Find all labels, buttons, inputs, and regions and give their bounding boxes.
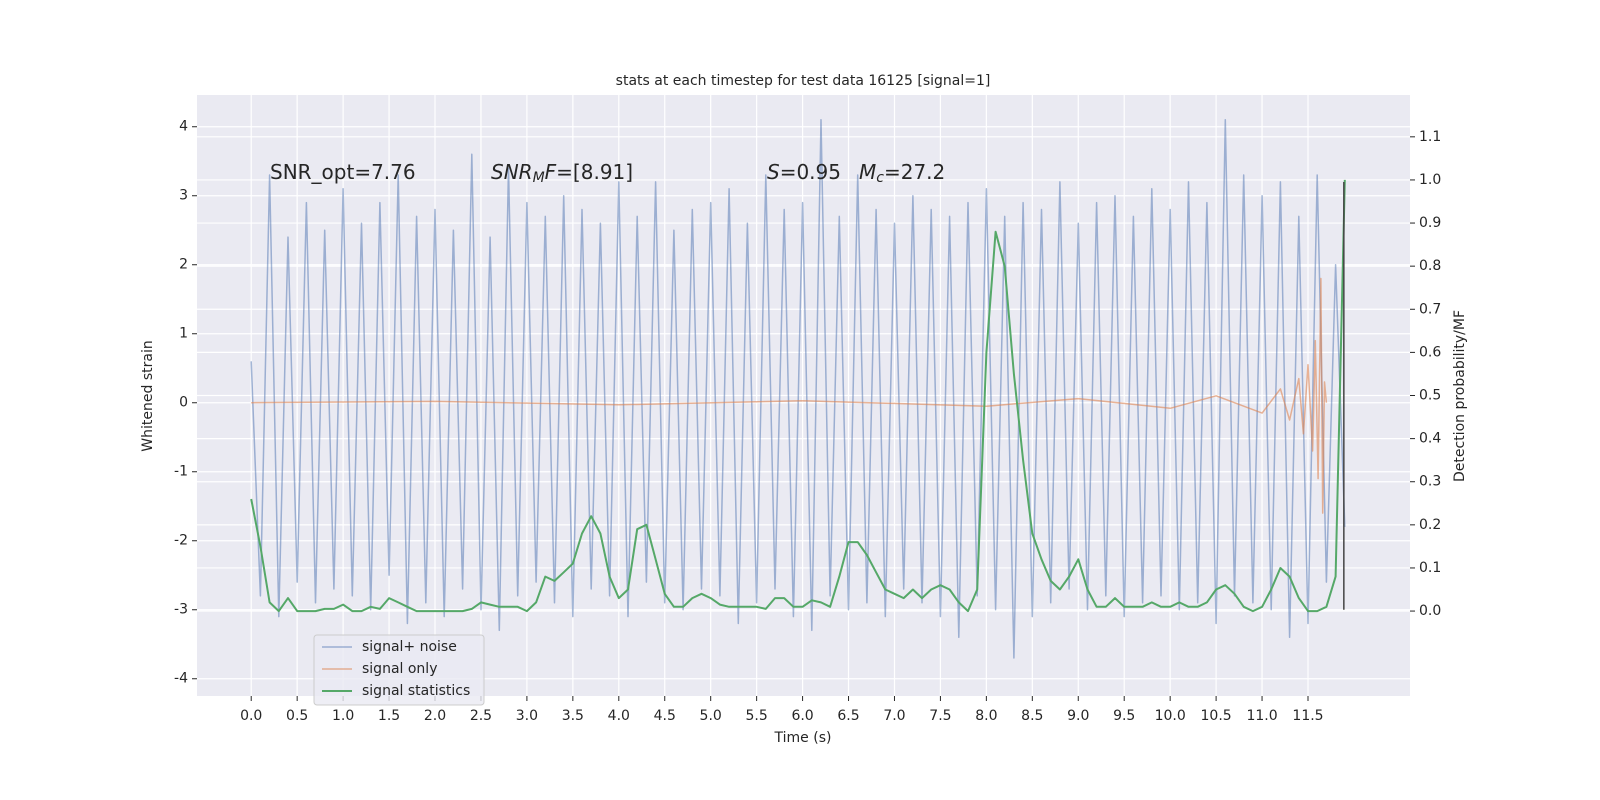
annotation-part: S [767,160,780,184]
x-tick-label: 9.0 [1067,708,1089,724]
x-tick-label: 6.5 [837,708,859,724]
annotation: SNRMF=[8.91] [491,160,633,187]
x-tick-label: 0.0 [240,708,262,724]
y2-tick-label: 0.8 [1419,258,1441,274]
legend-label: signal+ noise [362,639,457,655]
legend-label: signal only [362,661,437,677]
x-tick-label: 8.0 [975,708,997,724]
y2-tick-label: 1.1 [1419,129,1441,145]
x-tick-label: 6.0 [791,708,813,724]
chart-title: stats at each timestep for test data 161… [616,73,991,89]
y-tick-label: 3 [179,188,188,204]
annotation-part: SNR [491,160,533,184]
y-tick-label: 2 [179,257,188,273]
x-tick-label: 8.5 [1021,708,1043,724]
legend-box [313,634,485,706]
y2-axis-label: Detection probability/MF [1452,310,1468,482]
y2-tick-label: 0.3 [1419,474,1441,490]
x-tick-label: 3.0 [516,708,538,724]
x-axis-label: Time (s) [774,730,832,746]
y2-tick-label: 0.7 [1419,301,1441,317]
annotation: S=0.95 [767,160,841,184]
y2-tick-label: 0.9 [1419,215,1441,231]
annotation-part: c [876,170,884,186]
x-tick-label: 10.0 [1155,708,1186,724]
x-tick-label: 11.0 [1246,708,1277,724]
legend-label: signal statistics [362,683,470,699]
x-tick-label: 4.0 [608,708,630,724]
x-tick-label: 7.0 [883,708,905,724]
x-tick-label: 5.5 [746,708,768,724]
y2-tick-label: 0.4 [1419,431,1441,447]
y2-tick-label: 0.1 [1419,560,1441,576]
y-tick-label: 4 [179,119,188,135]
annotation-part: M [859,160,876,184]
y2-tick-label: 0.5 [1419,388,1441,404]
x-tick-label: 1.5 [378,708,400,724]
series-line [250,179,1346,613]
x-tick-label: 2.0 [424,708,446,724]
annotation: Mc=27.2 [859,160,945,187]
annotation-part: =27.2 [884,160,945,184]
y-axis-label: Whitened strain [140,340,156,451]
annotation-part: F [545,160,557,184]
x-tick-label: 0.5 [286,708,308,724]
x-tick-label: 1.0 [332,708,354,724]
y-tick-label: -4 [174,671,188,687]
x-tick-label: 5.0 [700,708,722,724]
y-tick-label: -3 [174,602,188,618]
annotation-part: =[8.91] [556,160,633,184]
y-tick-label: 0 [179,395,188,411]
x-tick-label: 3.5 [562,708,584,724]
x-tick-label: 10.5 [1201,708,1232,724]
series-line [250,119,1346,659]
y2-tick-label: 0.0 [1419,603,1441,619]
y-tick-label: -2 [174,533,188,549]
x-tick-label: 11.5 [1292,708,1323,724]
x-tick-label: 2.5 [470,708,492,724]
annotation: SNR_opt=7.76 [270,160,416,184]
x-tick-label: 4.5 [654,708,676,724]
annotation-part: =0.95 [780,160,841,184]
y-tick-label: 1 [179,326,188,342]
y2-tick-label: 1.0 [1419,172,1441,188]
y2-tick-label: 0.6 [1419,344,1441,360]
annotation-part: SNR_opt=7.76 [270,160,416,184]
y2-tick-label: 0.2 [1419,517,1441,533]
series-line [251,277,1328,514]
x-tick-label: 7.5 [929,708,951,724]
x-tick-label: 9.5 [1113,708,1135,724]
y-tick-label: -1 [174,464,188,480]
annotation-part: M [533,170,545,186]
